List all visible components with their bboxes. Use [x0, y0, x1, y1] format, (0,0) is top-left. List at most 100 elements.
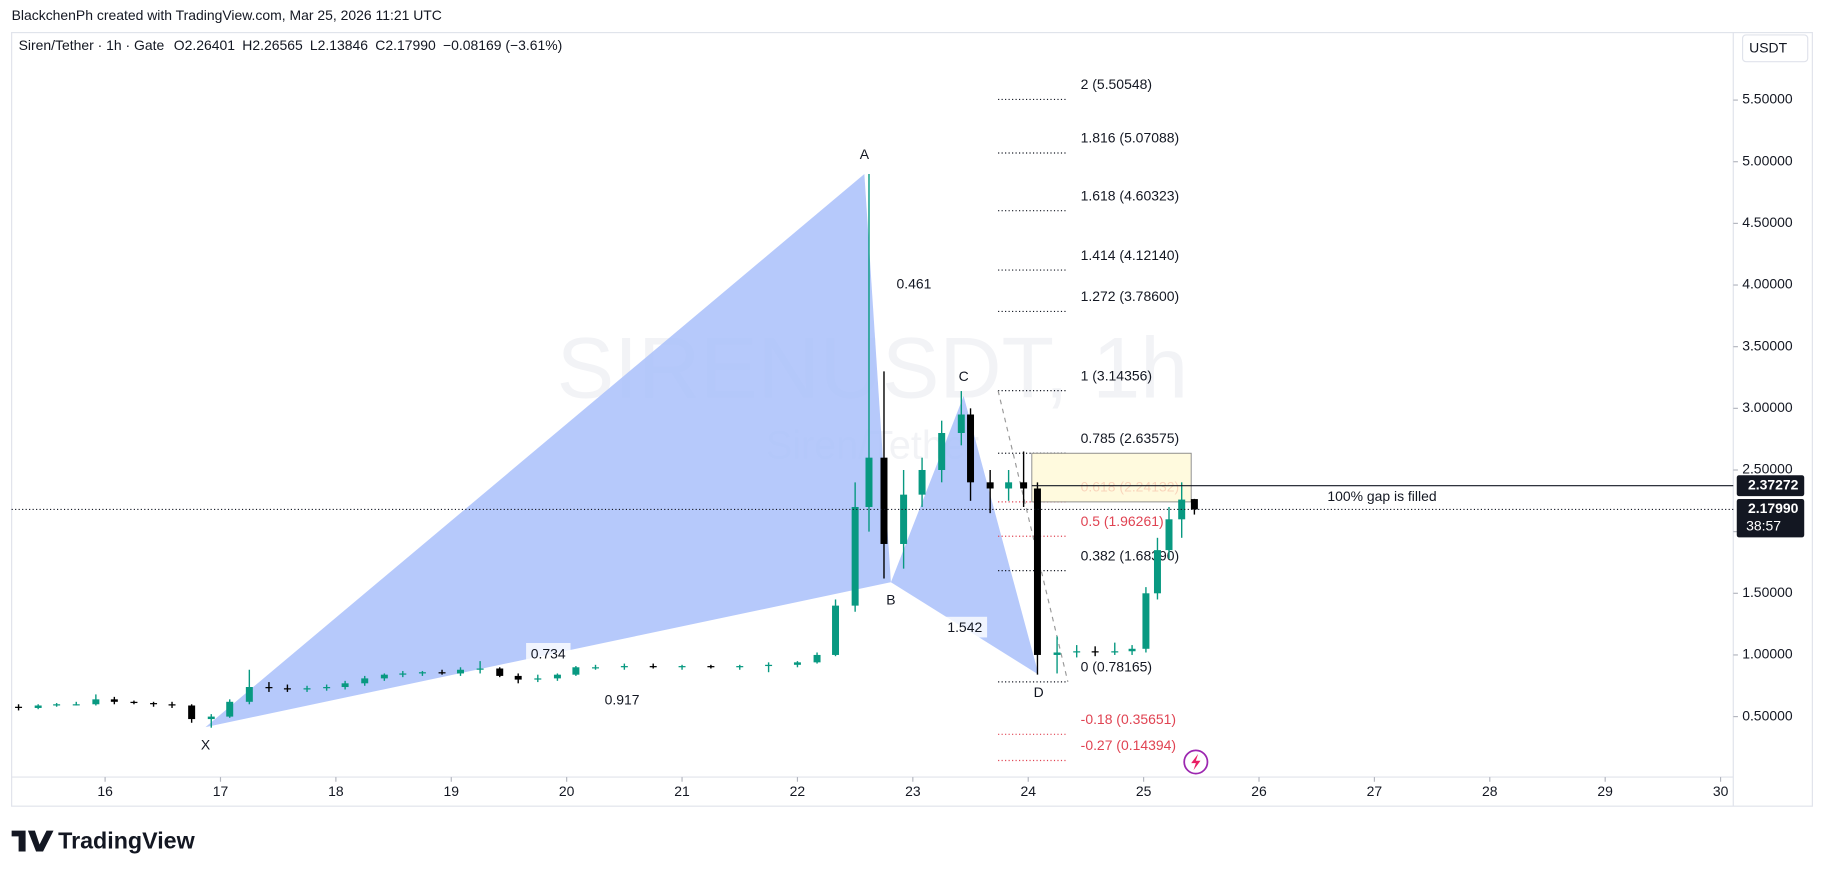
candle-body [865, 457, 873, 507]
candle-body [1053, 652, 1061, 655]
candle-body [707, 666, 715, 668]
fib-label: 1 (3.14356) [1081, 367, 1152, 383]
candle-body [957, 414, 965, 433]
candle-body [900, 494, 908, 544]
currency-box [1741, 34, 1809, 63]
candle-body [361, 678, 369, 684]
pattern-point-label: D [1034, 684, 1044, 700]
candle-body [457, 669, 464, 674]
brand-logo: TradingView [11, 827, 196, 853]
fib-label: -0.18 (0.35651) [1081, 711, 1176, 727]
y-tick-label: 1.50000 [1742, 584, 1793, 600]
x-tick-label: 17 [213, 783, 229, 799]
candle-body [476, 668, 484, 670]
x-tick-label: 20 [559, 783, 575, 799]
x-tick-label: 27 [1367, 783, 1383, 799]
fib-label: 0.382 (1.68390) [1081, 547, 1179, 563]
legend-value: H2.26565 [242, 37, 303, 53]
ratio-label-bg [942, 616, 988, 638]
legend-value: L2.13846 [310, 37, 368, 53]
fib-label: 0.785 (2.63575) [1081, 430, 1179, 446]
candle-body [207, 716, 215, 720]
pattern-point-label: X [201, 736, 210, 752]
x-tick-label: 21 [674, 783, 690, 799]
legend-value: C2.17990 [375, 37, 436, 53]
candle-body [34, 705, 42, 708]
candle-body [967, 414, 975, 483]
candle-body [245, 687, 253, 702]
brand: TradingView [58, 827, 195, 853]
candle-body [1033, 488, 1041, 655]
candle-body [1073, 651, 1081, 653]
gap-box [1031, 452, 1192, 503]
candle-body [130, 701, 138, 704]
candle-body [188, 705, 196, 720]
y-tick-label: 3.50000 [1742, 337, 1793, 353]
chart-frame [11, 32, 1813, 807]
candle-body [832, 605, 840, 655]
fib-label: 1.618 (4.60323) [1081, 187, 1179, 203]
candle-body [620, 666, 628, 668]
candle-body [736, 666, 744, 668]
candle-body [678, 666, 686, 668]
fib-label: 1.272 (3.78600) [1081, 288, 1179, 304]
pattern-area [205, 174, 891, 728]
x-tick-label: 30 [1713, 783, 1729, 799]
x-tick-label: 16 [97, 783, 113, 799]
candle-body [938, 432, 946, 470]
fib-label: 0.5 (1.96261) [1081, 513, 1164, 529]
legend-value: −0.08169 (−3.61%) [443, 37, 562, 53]
candle-body [323, 687, 331, 689]
legend-value: O2.26401 [174, 37, 235, 53]
candle-body [1091, 651, 1099, 653]
candle-body [341, 683, 349, 688]
candle-body [514, 675, 522, 680]
y-tick-label: 2.50000 [1742, 461, 1793, 477]
candle-body [150, 703, 158, 705]
pattern-point-label: B [886, 591, 895, 607]
x-tick-label: 24 [1020, 783, 1036, 799]
candle-body [496, 668, 504, 676]
x-tick-label: 18 [328, 783, 344, 799]
x-tick-label: 29 [1597, 783, 1613, 799]
alert-bolt [1191, 753, 1201, 771]
candle-body [418, 672, 426, 674]
x-tick-label: 26 [1251, 783, 1267, 799]
pattern-area [890, 396, 1039, 675]
candle-body [649, 666, 657, 668]
fib-label: 2 (5.50548) [1081, 76, 1152, 92]
x-tick-label: 28 [1482, 783, 1498, 799]
fib-label: -0.27 (0.14394) [1081, 737, 1176, 753]
ratio-label: 0.917 [605, 692, 640, 708]
candle-body [793, 662, 801, 665]
fib-label: 0 (0.78165) [1081, 659, 1152, 675]
candle-body [303, 688, 311, 690]
candle-body [1128, 648, 1136, 652]
candle-body [438, 672, 446, 674]
y-tick-label: 0.50000 [1742, 707, 1793, 723]
pattern-point-label: C [959, 368, 969, 384]
candle-body [918, 469, 926, 495]
candle-body [168, 704, 176, 706]
last-price-box [1736, 498, 1805, 538]
last-price-label: 2.17990 [1748, 500, 1799, 516]
candle-body [399, 673, 407, 675]
candle-body [1005, 482, 1013, 489]
fib-label: 1.414 (4.12140) [1081, 247, 1179, 263]
candle-body [553, 674, 561, 679]
y-tick-label: 1.00000 [1742, 646, 1793, 662]
candle-body [1190, 499, 1198, 510]
brand-icon [11, 830, 54, 852]
ratio-label-bg [526, 643, 571, 664]
candle-body [380, 674, 388, 679]
candle-body [1020, 482, 1028, 489]
candle-body [1153, 550, 1161, 594]
fib-trend [997, 390, 1069, 683]
alert-icon[interactable] [1183, 749, 1209, 775]
gap-note: 100% gap is filled [1327, 488, 1436, 504]
candle-body [765, 664, 773, 667]
candle-body [572, 667, 580, 675]
symbol: Siren/Tether · 1h · Gate [19, 37, 165, 53]
